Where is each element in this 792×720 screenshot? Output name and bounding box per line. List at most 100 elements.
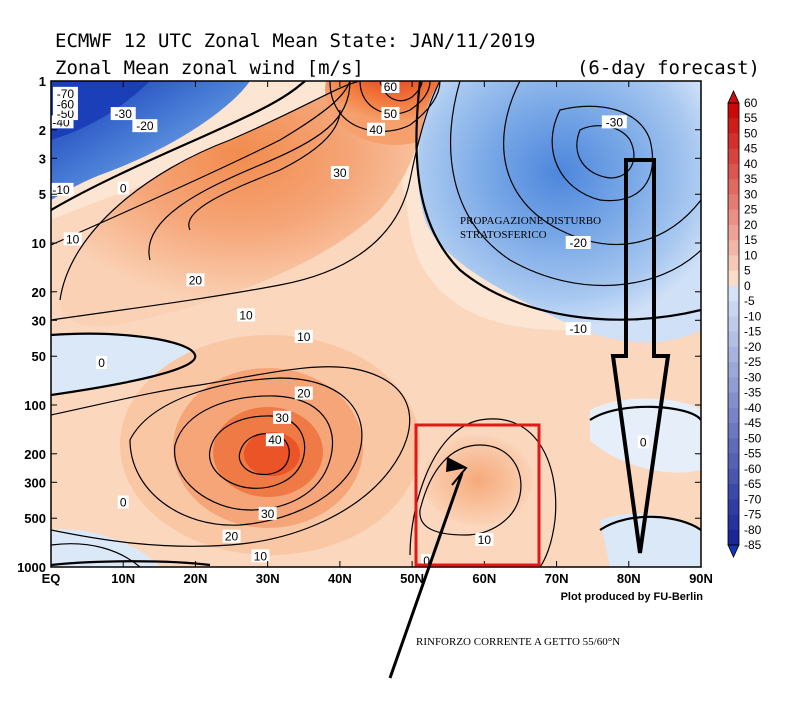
contour-label-bg — [601, 115, 627, 129]
contour-label: 0 — [120, 181, 127, 195]
contour-label: 20 — [189, 273, 203, 287]
colorbar-segment — [728, 392, 739, 409]
credit-text: Plot produced by FU-Berlin — [561, 591, 704, 603]
colorbar-label: -30 — [744, 370, 762, 384]
colorbar-segment — [728, 346, 739, 363]
contour-label-bg — [565, 322, 591, 336]
colorbar-segment — [728, 255, 739, 272]
colorbar-label: -35 — [744, 386, 762, 400]
contour-label-bg — [475, 532, 494, 546]
contour-label-bg — [294, 329, 313, 343]
contour-label: 30 — [275, 411, 289, 425]
contour-label-bg — [63, 232, 82, 246]
colorbar-segment — [728, 148, 739, 165]
colorbar-segment — [728, 103, 739, 119]
colorbar-label: 45 — [744, 142, 758, 156]
contour-label-bg — [330, 166, 349, 180]
contour-label-bg — [222, 529, 241, 543]
contour-label: -10 — [570, 322, 588, 336]
contour-lines — [51, 81, 701, 567]
contour-label-layer: 60504030201010100-10-20-30-40-50-60-70-3… — [48, 80, 649, 568]
colorbar-segment — [728, 301, 739, 317]
colorbar-segment — [728, 484, 739, 500]
colorbar-label: -85 — [744, 538, 762, 552]
colorbar-segment — [728, 163, 739, 180]
contour-label-bg — [421, 554, 433, 567]
contour-label: 0 — [423, 554, 430, 568]
y-tick-label: 100 — [24, 398, 46, 413]
contour-label-bg — [132, 119, 158, 133]
contour-label: -70 — [57, 87, 75, 101]
colorbar-segment — [728, 499, 739, 516]
x-tick-label: EQ — [42, 571, 61, 586]
jet-highlight-box — [414, 423, 541, 567]
y-tick-label: 30 — [32, 313, 46, 328]
contour-label-bg — [117, 181, 129, 195]
colorbar-label: 20 — [744, 218, 758, 232]
contour-label: -30 — [115, 107, 133, 121]
jet-arrow-line — [388, 472, 464, 679]
y-tick-label: 50 — [32, 349, 46, 364]
colorbar-label: -15 — [744, 325, 762, 339]
colorbar-segment — [728, 133, 739, 150]
colorbar-segment — [728, 331, 739, 348]
colorbar-segment — [728, 179, 739, 195]
contour-label: 10 — [254, 549, 268, 563]
contour-label: -60 — [57, 98, 75, 112]
y-tick-label: 5 — [39, 187, 46, 202]
x-axis: EQ 10N 20N 30N 40N 50N 60N 70N 80N 90N — [42, 81, 713, 586]
contour-label-bg — [258, 506, 277, 520]
colorbar-segment — [728, 468, 739, 485]
plot-frame — [50, 80, 702, 568]
annotation-jet: RINFORZO CORRENTE A GETTO 55/60°N — [416, 636, 620, 648]
colorbar-label: 50 — [744, 126, 758, 140]
contour-label-bg — [565, 236, 591, 249]
contour-label: 10 — [239, 308, 253, 322]
contour-label-bg — [273, 410, 292, 424]
y-tick-label: 200 — [24, 447, 46, 462]
contour-label-bg — [251, 549, 270, 563]
x-tick-label: 70N — [545, 571, 569, 586]
colorbar-segment — [728, 240, 739, 256]
x-tick-label: 80N — [617, 571, 641, 586]
colorbar-label: -60 — [744, 462, 762, 476]
contour-label-bg — [52, 86, 78, 100]
contour-label: 10 — [478, 533, 492, 547]
contour-label-bg — [294, 386, 313, 400]
y-tick-label: 1000 — [17, 560, 46, 575]
colorbar-label: 40 — [744, 157, 758, 171]
colorbar-label: -80 — [744, 523, 762, 537]
contour-label-bg — [265, 433, 284, 447]
contour-label-bg — [381, 80, 400, 93]
forecast-label: (6-day forecast) — [577, 57, 760, 79]
jet-arrow-head-outline — [446, 457, 468, 486]
y-tick-label: 2 — [39, 123, 46, 138]
colorbar-label: 55 — [744, 111, 758, 125]
colorbar-min-triangle — [727, 544, 740, 558]
contour-label: 40 — [369, 123, 383, 137]
colorbar-label: -45 — [744, 416, 762, 430]
colorbar-label: 10 — [744, 248, 758, 262]
contour-label: 10 — [297, 330, 311, 344]
contour-label: -20 — [570, 236, 588, 250]
contour-label-bg — [110, 107, 136, 121]
contour-label: -10 — [52, 183, 70, 197]
x-tick-label: 30N — [256, 571, 280, 586]
annotation-strat-line1: PROPAGAZIONE DISTURBO — [460, 215, 601, 227]
contour-label: 40 — [268, 433, 282, 447]
colorbar-segment — [728, 529, 739, 546]
contour-label: 0 — [640, 435, 647, 449]
colorbar-segment — [728, 362, 739, 378]
colorbar-segment — [728, 209, 739, 226]
colorbar-segment — [728, 514, 739, 531]
colorbar-label: -20 — [744, 340, 762, 354]
x-tick-label: 20N — [184, 571, 208, 586]
colorbar-label: -70 — [744, 492, 762, 506]
propagation-arrow — [610, 158, 671, 554]
colorbar-segment — [728, 316, 739, 333]
colorbar-label: -25 — [744, 355, 762, 369]
contour-label-bg — [96, 355, 108, 369]
y-tick-label: 10 — [32, 236, 46, 251]
